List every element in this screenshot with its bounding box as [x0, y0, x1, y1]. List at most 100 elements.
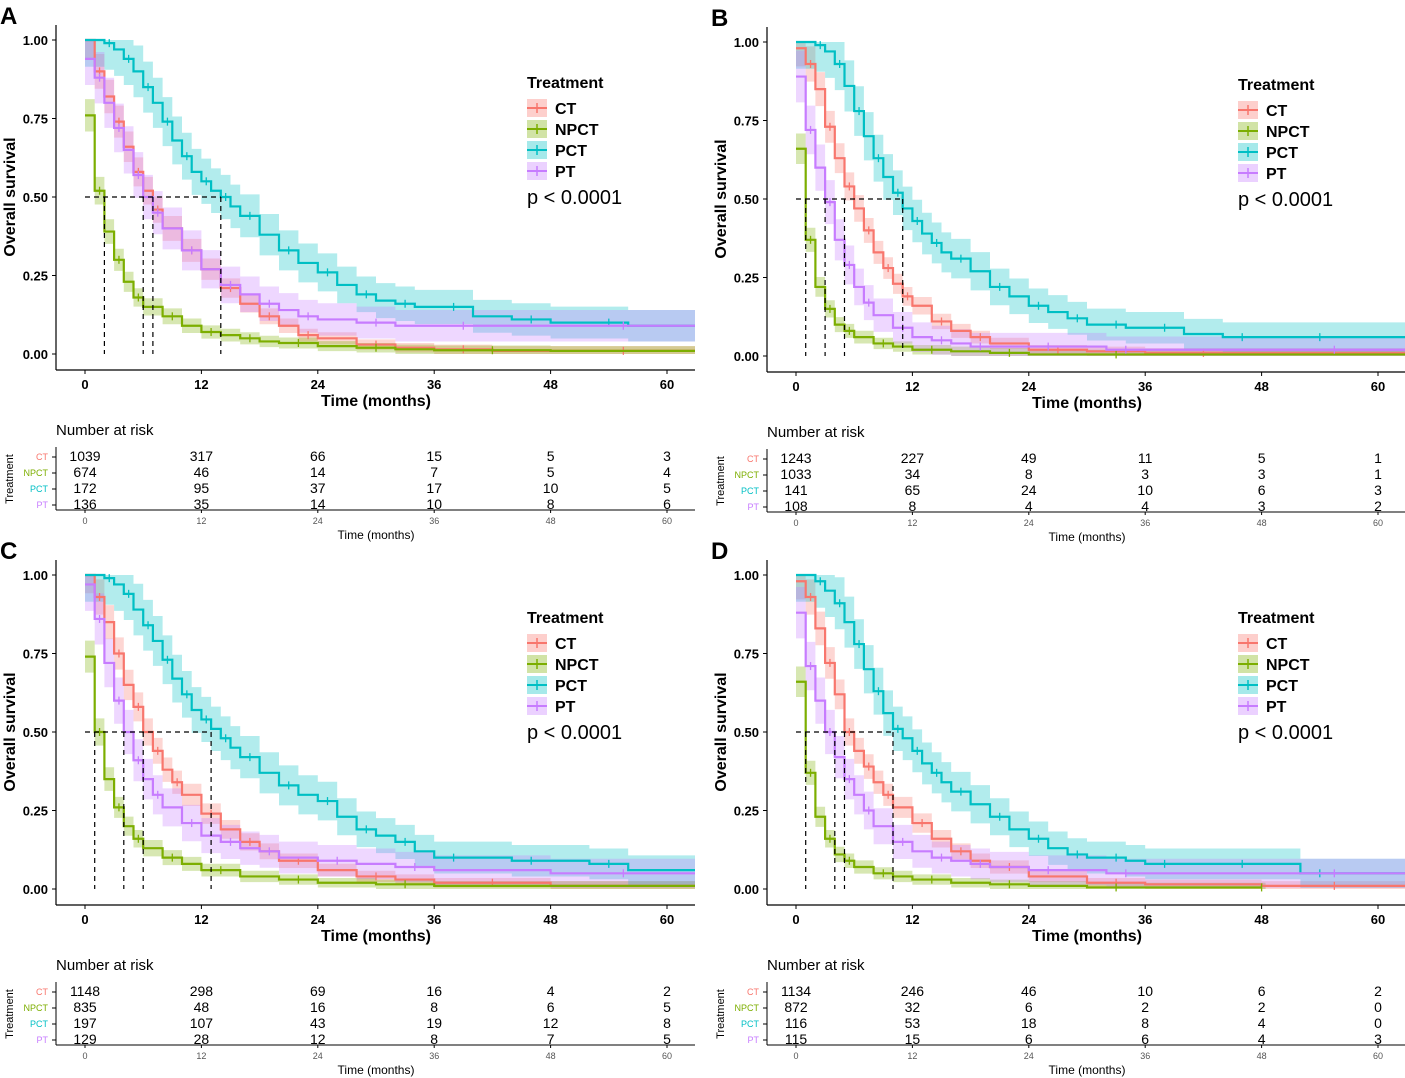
x-tick-label: 48	[1254, 379, 1268, 394]
p-value: p < 0.0001	[1238, 722, 1333, 744]
risk-row-label-npct: NPCT	[735, 470, 760, 480]
x-tick-label: 36	[1138, 379, 1152, 394]
risk-cell: 2	[1374, 498, 1382, 514]
risk-row-label-ct: CT	[747, 454, 759, 464]
x-tick-label: 24	[1022, 912, 1037, 927]
x-tick-label: 48	[543, 912, 557, 927]
x-tick-label: 36	[1138, 912, 1152, 927]
y-tick-label: 1.00	[23, 568, 48, 583]
y-tick-label: 0.25	[734, 804, 759, 819]
risk-x-tick-label: 0	[82, 516, 87, 526]
risk-cell: 15	[426, 448, 442, 464]
legend: Treatment CT NPCT PCT PT	[1238, 77, 1315, 183]
legend-title: Treatment	[527, 75, 604, 92]
risk-cell: 317	[190, 448, 214, 464]
risk-cell: 6	[547, 999, 555, 1015]
x-tick-label: 0	[792, 379, 799, 394]
risk-x-tick-label: 48	[1257, 518, 1267, 528]
survival-curve-pct	[85, 38, 695, 329]
risk-x-tick-label: 36	[1140, 1051, 1150, 1061]
legend-label-npct: NPCT	[1266, 124, 1310, 141]
legend-label-pt: PT	[1266, 699, 1287, 716]
legend-label-npct: NPCT	[555, 657, 599, 674]
risk-cell: 7	[430, 464, 438, 480]
ci-band-pct	[796, 575, 1405, 888]
risk-cell: 4	[663, 464, 671, 480]
risk-cell: 65	[905, 482, 921, 498]
risk-cell: 28	[194, 1031, 210, 1047]
risk-cell: 4	[1141, 498, 1149, 514]
risk-cell: 4	[1025, 498, 1033, 514]
risk-cell: 4	[1258, 1015, 1266, 1031]
x-tick-label: 60	[1371, 912, 1385, 927]
risk-x-tick-label: 24	[1024, 518, 1034, 528]
x-tick-label: 12	[905, 912, 919, 927]
y-tick-label: 0.25	[734, 271, 759, 286]
survival-curve-npct	[796, 680, 1262, 889]
risk-cell: 32	[905, 999, 921, 1015]
risk-cell: 246	[901, 983, 925, 999]
legend-label-pt: PT	[555, 164, 576, 181]
risk-cell: 46	[194, 464, 210, 480]
risk-cell: 8	[430, 999, 438, 1015]
risk-cell: 172	[73, 480, 97, 496]
risk-x-tick-label: 36	[429, 516, 439, 526]
x-tick-label: 48	[543, 377, 557, 392]
legend-label-pt: PT	[1266, 166, 1287, 183]
legend-label-npct: NPCT	[1266, 657, 1310, 674]
risk-cell: 3	[1374, 1031, 1382, 1047]
risk-x-title: Time (months)	[1049, 530, 1126, 544]
risk-x-tick-label: 24	[1024, 1051, 1034, 1061]
risk-cell: 15	[905, 1031, 921, 1047]
x-tick-label: 60	[660, 912, 674, 927]
ci-band-pct	[85, 575, 695, 885]
legend-title: Treatment	[1238, 77, 1315, 94]
risk-cell: 35	[194, 496, 210, 512]
risk-x-tick-label: 36	[1140, 518, 1150, 528]
risk-cell: 12	[543, 1015, 559, 1031]
legend-label-npct: NPCT	[555, 122, 599, 139]
y-axis-title: Overall survival	[713, 672, 730, 791]
x-tick-label: 24	[311, 912, 326, 927]
legend: Treatment CT NPCT PCT PT	[527, 610, 604, 716]
legend-label-ct: CT	[555, 636, 577, 653]
risk-table-title: Number at risk	[767, 424, 865, 441]
risk-cell: 10	[1137, 983, 1153, 999]
risk-x-tick-label: 0	[793, 518, 798, 528]
risk-cell: 8	[547, 496, 555, 512]
risk-row-label-pt: PT	[747, 1035, 759, 1045]
ci-band-npct	[796, 133, 1405, 356]
risk-cell: 2	[1374, 983, 1382, 999]
legend-label-ct: CT	[555, 101, 577, 118]
risk-cell: 3	[1258, 498, 1266, 514]
risk-x-tick-label: 60	[662, 516, 672, 526]
risk-cell: 5	[663, 999, 671, 1015]
risk-table-title: Number at risk	[56, 422, 154, 439]
risk-x-title: Time (months)	[338, 1063, 415, 1077]
risk-cell: 19	[426, 1015, 442, 1031]
risk-cell: 4	[547, 983, 555, 999]
risk-x-tick-label: 0	[793, 1051, 798, 1061]
legend: Treatment CT NPCT PCT PT	[527, 75, 604, 181]
risk-cell: 11	[1138, 450, 1153, 466]
risk-row-label-pt: PT	[747, 502, 759, 512]
survival-curve-ct	[85, 573, 695, 887]
risk-cell: 298	[190, 983, 214, 999]
survival-curve-pct	[85, 573, 695, 872]
risk-cell: 3	[663, 448, 671, 464]
legend-label-ct: CT	[1266, 103, 1288, 120]
risk-cell: 16	[426, 983, 442, 999]
legend-label-pt: PT	[555, 699, 576, 716]
x-axis-title: Time (months)	[321, 928, 431, 945]
risk-cell: 2	[1141, 999, 1149, 1015]
risk-cell: 5	[1258, 450, 1266, 466]
risk-cell: 6	[1141, 1031, 1149, 1047]
risk-cell: 16	[310, 999, 326, 1015]
risk-cell: 18	[1021, 1015, 1037, 1031]
x-tick-label: 60	[1371, 379, 1385, 394]
legend: Treatment CT NPCT PCT PT	[1238, 610, 1315, 716]
risk-cell: 10	[543, 480, 559, 496]
y-axis-title: Overall survival	[713, 139, 730, 258]
